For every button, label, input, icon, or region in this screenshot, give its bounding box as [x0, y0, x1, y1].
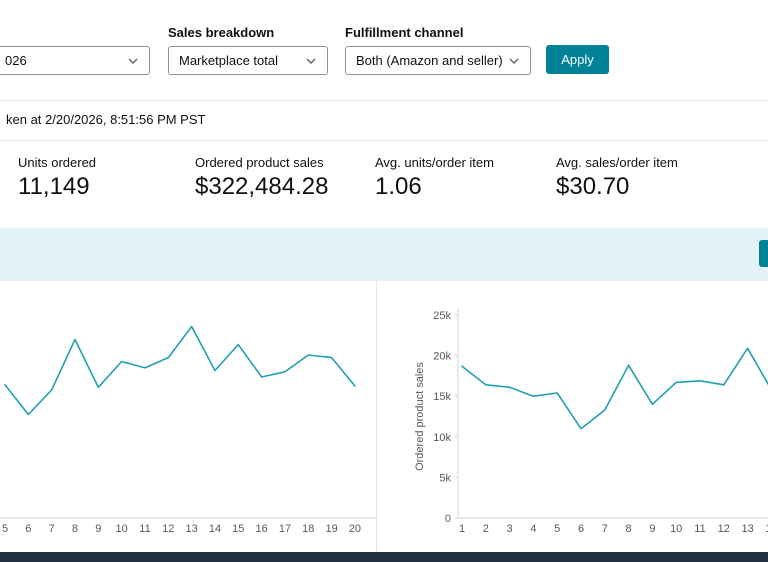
svg-text:5: 5 — [2, 523, 8, 535]
chart-header-band — [0, 228, 768, 281]
stat-label: Avg. units/order item — [375, 155, 494, 170]
snapshot-note: ken at 2/20/2026, 8:51:56 PM PST — [6, 112, 205, 127]
svg-text:11: 11 — [139, 523, 150, 535]
svg-text:5k: 5k — [439, 472, 451, 484]
svg-text:9: 9 — [95, 523, 101, 535]
date-range-value: 026 — [5, 53, 27, 68]
charts-area: 567891011121314151617181920 05k10k15k20k… — [0, 281, 768, 552]
stat-label: Ordered product sales — [195, 155, 328, 170]
units-ordered-chart: 5 6 7 8 9 10 11 12 13 14 15 16 17 18 19 20 — [0, 281, 376, 552]
stat-value: $30.70 — [556, 173, 678, 201]
svg-text:13: 13 — [741, 523, 753, 535]
sales-breakdown-label: Sales breakdown — [168, 25, 274, 40]
svg-text:18: 18 — [302, 523, 314, 535]
chevron-down-icon — [306, 58, 316, 64]
fulfillment-channel-value: Both (Amazon and seller) — [356, 53, 503, 68]
date-range-select[interactable]: 026 — [0, 46, 150, 75]
svg-text:10: 10 — [116, 523, 128, 535]
svg-text:19: 19 — [325, 523, 337, 535]
sales-breakdown-select[interactable]: Marketplace total — [168, 46, 328, 75]
sales-dashboard: 026 Sales breakdown Marketplace total Fu… — [0, 0, 768, 562]
svg-text:8: 8 — [72, 523, 78, 535]
fulfillment-channel-label: Fulfillment channel — [345, 25, 463, 40]
svg-text:10: 10 — [670, 523, 682, 535]
svg-text:4: 4 — [530, 523, 536, 535]
svg-text:20k: 20k — [433, 351, 451, 363]
svg-text:1: 1 — [459, 523, 465, 535]
svg-text:7: 7 — [602, 523, 608, 535]
stat-value: 1.06 — [375, 173, 494, 201]
svg-text:7: 7 — [49, 523, 55, 535]
divider — [0, 100, 768, 101]
svg-text:2: 2 — [483, 523, 489, 535]
divider — [0, 140, 768, 141]
svg-text:10k: 10k — [433, 432, 451, 444]
stat-units-ordered: Units ordered 11,149 — [18, 155, 96, 201]
svg-text:9: 9 — [649, 523, 655, 535]
footer-bar — [0, 552, 768, 562]
svg-text:14: 14 — [209, 523, 221, 535]
svg-text:6: 6 — [578, 523, 584, 535]
chevron-down-icon — [509, 58, 519, 64]
fulfillment-channel-select[interactable]: Both (Amazon and seller) — [345, 46, 531, 75]
svg-text:13: 13 — [186, 523, 198, 535]
cut-off-button[interactable] — [759, 240, 768, 267]
svg-text:Ordered product sales: Ordered product sales — [414, 362, 426, 471]
sales-breakdown-value: Marketplace total — [179, 53, 278, 68]
svg-text:25k: 25k — [433, 310, 451, 322]
svg-text:16: 16 — [256, 523, 268, 535]
chevron-down-icon — [128, 58, 138, 64]
stat-label: Avg. sales/order item — [556, 155, 678, 170]
stat-avg-units-order-item: Avg. units/order item 1.06 — [375, 155, 494, 201]
stat-avg-sales-order-item: Avg. sales/order item $30.70 — [556, 155, 678, 201]
svg-text:15: 15 — [232, 523, 244, 535]
svg-text:5: 5 — [554, 523, 560, 535]
svg-text:11: 11 — [694, 523, 705, 535]
svg-text:3: 3 — [507, 523, 513, 535]
svg-text:15k: 15k — [433, 391, 451, 403]
ordered-product-sales-chart: 05k10k15k20k25k1234567891011121314Ordere… — [377, 281, 768, 552]
svg-text:12: 12 — [162, 523, 174, 535]
apply-button[interactable]: Apply — [546, 45, 609, 74]
svg-text:6: 6 — [25, 523, 31, 535]
svg-text:12: 12 — [718, 523, 730, 535]
svg-text:8: 8 — [626, 523, 632, 535]
svg-text:0: 0 — [445, 513, 451, 525]
stat-label: Units ordered — [18, 155, 96, 170]
svg-text:17: 17 — [279, 523, 291, 535]
stat-value: $322,484.28 — [195, 173, 328, 201]
stat-value: 11,149 — [18, 173, 96, 201]
svg-text:20: 20 — [349, 523, 361, 535]
stat-ordered-product-sales: Ordered product sales $322,484.28 — [195, 155, 328, 201]
